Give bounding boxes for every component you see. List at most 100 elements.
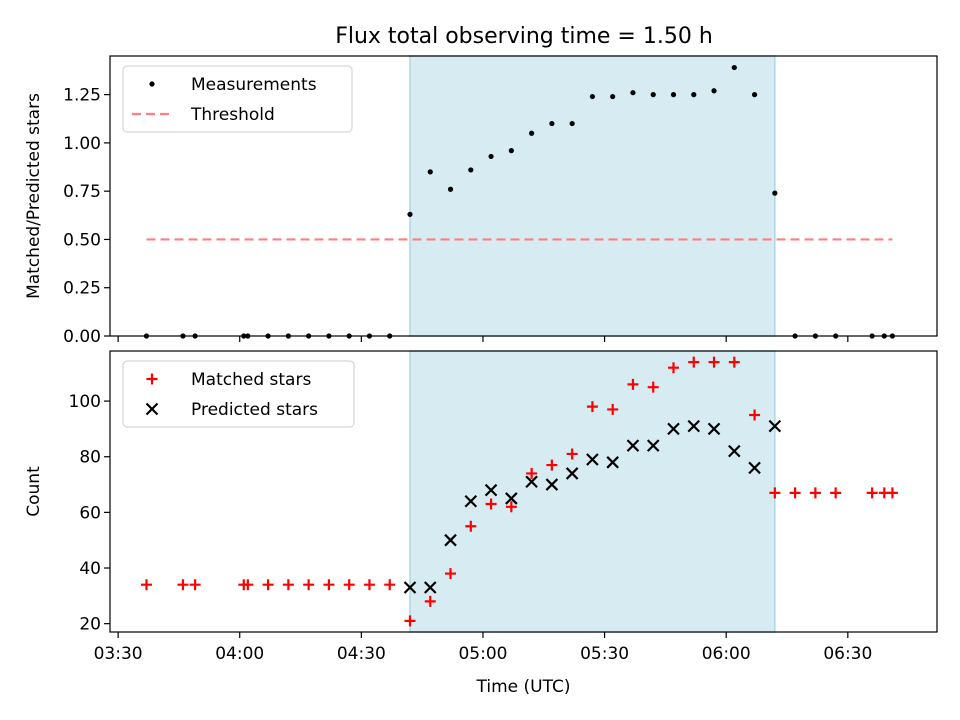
plot-frame	[109, 350, 938, 633]
x-tick-label: 05:30	[580, 644, 629, 664]
y-axis-label: Matched/Predicted stars	[24, 93, 44, 299]
legend-box	[122, 360, 355, 428]
matched-star-point	[445, 568, 457, 580]
measurement-point	[447, 186, 454, 192]
matched-star-point	[866, 487, 878, 499]
matched-star-point	[404, 615, 416, 627]
predicted-star-point	[444, 533, 457, 547]
x-tick-label: 04:30	[337, 644, 386, 664]
matched-star-point	[809, 487, 821, 499]
predicted-star-point	[687, 419, 701, 433]
predicted-star-point	[768, 419, 782, 433]
x-tick-label: 03:30	[94, 644, 143, 664]
y-tick-label: 0.25	[63, 279, 101, 299]
legend-label: Measurements	[191, 75, 317, 95]
measurement-point	[731, 64, 737, 71]
matched-star-point	[424, 595, 436, 607]
matched-star-point	[607, 403, 619, 415]
measurement-point	[529, 130, 535, 136]
predicted-star-point	[464, 494, 478, 508]
predicted-star-point	[484, 483, 498, 497]
y-tick-label: 100	[69, 392, 101, 412]
measurement-point	[670, 92, 677, 98]
measurement-point	[650, 92, 656, 98]
matched-star-point	[303, 579, 315, 591]
matched-star-point	[363, 579, 375, 591]
matched-star-point	[323, 579, 335, 591]
y-tick-label: 60	[79, 503, 101, 523]
legend-dot-swatch	[149, 81, 155, 87]
bottom-panel: 20 40 60 80 100 03:30 04:00 04:30 05:00 05:30 06:0…	[24, 350, 938, 697]
chart-title: Flux total observing time = 1.50 h	[335, 24, 713, 49]
matched-star-point	[546, 459, 558, 471]
matched-star-point	[886, 487, 898, 499]
plot-frame	[109, 55, 938, 337]
predicted-star-point	[423, 581, 437, 594]
matched-star-point	[749, 409, 761, 421]
measurement-point	[691, 92, 697, 98]
x-tick-label: 04:00	[215, 644, 264, 664]
legend-plus-swatch	[146, 373, 158, 385]
matched-star-point	[526, 467, 538, 479]
observing-window-shade	[409, 350, 776, 633]
matched-star-point	[343, 579, 355, 591]
measurement-point	[589, 93, 596, 100]
measurement-point	[549, 120, 555, 127]
y-axis-label: Count	[24, 466, 44, 517]
matched-star-point	[177, 579, 189, 591]
y-tick-label: 1.00	[63, 134, 101, 154]
predicted-star-point	[667, 422, 680, 436]
y-tick-label: 0.50	[63, 230, 101, 250]
measurement-point	[569, 120, 575, 127]
predicted-star-point	[403, 581, 417, 594]
predicted-star-point	[728, 444, 741, 458]
legend-label: Threshold	[190, 105, 275, 125]
measurement-point	[488, 153, 494, 160]
predicted-star-point	[646, 439, 660, 452]
legend-x-swatch	[145, 402, 159, 416]
measurement-point	[711, 88, 717, 94]
measurement-point	[772, 190, 778, 196]
y-tick-label: 80	[79, 448, 101, 468]
y-tick-label: 0.75	[63, 182, 101, 202]
top-panel: 0.00 0.25 0.50 0.75 1.00 1.25 Matched/Predicte…	[24, 55, 938, 347]
legend-box	[122, 65, 353, 133]
matched-star-point	[485, 498, 497, 510]
matched-star-point	[566, 448, 578, 460]
measurement-point	[508, 148, 514, 154]
matched-star-point	[140, 579, 152, 591]
predicted-star-point	[586, 453, 599, 466]
predicted-star-point	[525, 475, 538, 489]
predicted-star-point	[505, 492, 518, 505]
legend-label: Predicted stars	[191, 400, 318, 420]
matched-star-point	[647, 381, 659, 393]
y-tick-label: 20	[79, 615, 101, 635]
matched-star-point	[688, 356, 700, 368]
measurement-point	[407, 211, 413, 217]
x-tick-label: 05:00	[458, 644, 507, 664]
measurement-point	[427, 169, 433, 175]
matched-star-point	[465, 520, 477, 532]
observing-window-shade	[409, 55, 776, 337]
matched-star-point	[282, 579, 294, 591]
matched-star-point	[667, 362, 679, 374]
y-tick-label: 1.25	[63, 86, 101, 106]
matched-star-point	[586, 401, 598, 413]
measurement-point	[630, 90, 636, 96]
predicted-star-point	[707, 422, 721, 436]
y-tick-label: 40	[79, 559, 101, 579]
predicted-star-point	[545, 478, 559, 491]
matched-star-point	[505, 501, 517, 513]
matched-star-point	[242, 579, 254, 591]
x-axis-label: Time (UTC)	[476, 677, 571, 697]
matched-star-point	[262, 579, 274, 591]
predicted-star-point	[748, 461, 761, 475]
x-tick-label: 06:00	[702, 644, 751, 664]
matched-star-point	[830, 487, 842, 499]
measurement-point	[468, 167, 474, 173]
matched-star-point	[627, 378, 639, 390]
predicted-star-point	[606, 456, 619, 469]
predicted-star-point	[626, 439, 640, 452]
matched-star-point	[728, 356, 740, 368]
matched-star-point	[384, 579, 396, 591]
